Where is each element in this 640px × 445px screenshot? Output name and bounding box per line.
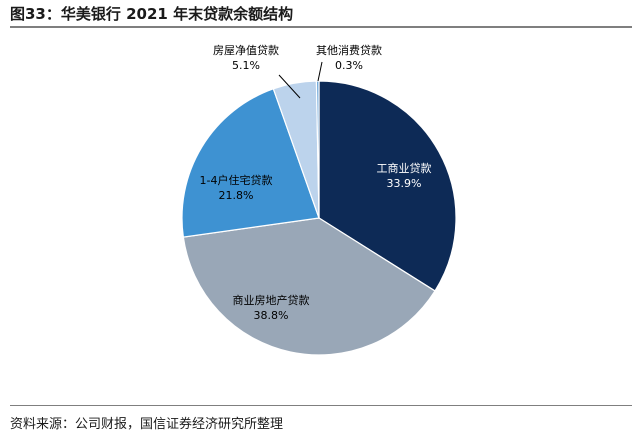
- pie-slice: [318, 80, 457, 292]
- figure-title: 图33：华美银行 2021 年末贷款余额结构: [10, 5, 294, 23]
- slice-label: 1-4户住宅贷款: [200, 173, 273, 187]
- slice-value-label: 5.1%: [232, 59, 260, 72]
- pie-slice: [181, 88, 320, 238]
- slice-label: 房屋净值贷款: [213, 43, 279, 57]
- pie-slice: [182, 217, 436, 356]
- source-rule: [10, 405, 632, 406]
- slice-value-label: 33.9%: [387, 177, 422, 190]
- pie-chart: 工商业贷款 33.9% 商业房地产贷款 38.8% 1-4户住宅贷款 21.8% 房屋净值贷…: [181, 43, 457, 356]
- slice-value-label: 0.3%: [335, 59, 363, 72]
- source-note: 资料来源：公司财报，国信证券经济研究所整理: [10, 417, 284, 432]
- leader-line: [278, 74, 301, 99]
- slice-label: 工商业贷款: [377, 161, 432, 175]
- slice-value-label: 21.8%: [219, 189, 254, 202]
- title-rule: [10, 26, 632, 28]
- pie-slice: [315, 80, 320, 219]
- slice-value-label: 38.8%: [254, 309, 289, 322]
- slice-label: 商业房地产贷款: [233, 293, 310, 307]
- slice-label: 其他消费贷款: [316, 43, 382, 57]
- leader-line: [317, 61, 323, 82]
